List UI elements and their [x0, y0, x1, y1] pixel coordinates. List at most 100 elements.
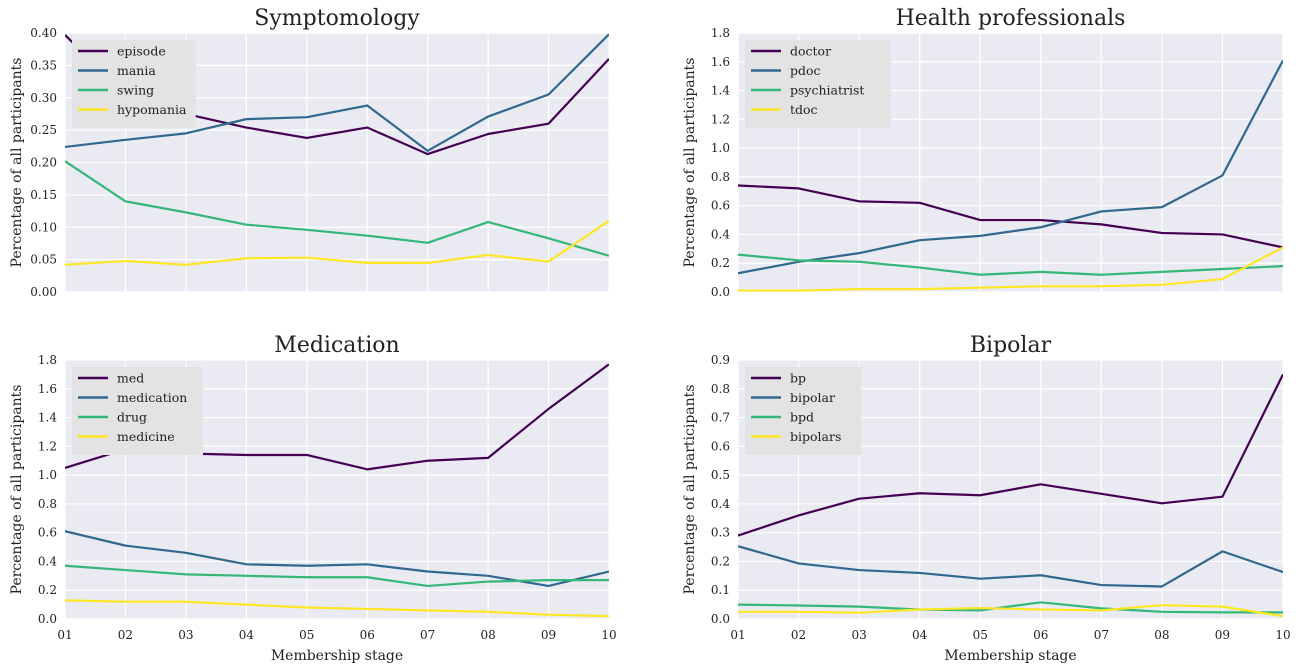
series-line-bipolars [738, 604, 1283, 618]
y-tick-label: 1.4 [38, 411, 57, 425]
legend-label: psychiatrist [790, 83, 864, 98]
y-tick-label: 0.8 [711, 170, 730, 184]
y-tick-label: 1.6 [711, 55, 730, 69]
y-tick-label: 0.0 [711, 612, 730, 626]
series-line-mania [65, 33, 609, 152]
y-tick-label: 1.2 [38, 439, 57, 453]
legend-label: pdoc [790, 63, 821, 78]
x-tick-label: 10 [601, 628, 616, 642]
series-line-bp [738, 373, 1283, 537]
y-tick-label: 0.2 [711, 554, 730, 568]
series-line-tdoc [738, 246, 1283, 292]
x-tick-label: 07 [420, 628, 435, 642]
chart-panel-3: 0.0 0.1 0.2 0.3 0.4 0.5 0.6 0.7 0.8 0.9 01 02 03 04 05… [682, 333, 1291, 664]
y-tick-label: 1.6 [38, 382, 57, 396]
y-tick-label: 0.2 [38, 583, 57, 597]
series-line-pdoc [738, 59, 1283, 275]
y-tick-label: 0.4 [711, 497, 730, 511]
legend-label: medicine [117, 429, 175, 444]
legend-label: bipolar [790, 390, 835, 405]
legend-box [745, 40, 891, 128]
x-tick-label: 07 [1094, 628, 1109, 642]
x-tick-label: 04 [239, 628, 255, 642]
x-tick-label: 02 [791, 628, 806, 642]
chart-title: Bipolar [970, 333, 1052, 358]
chart-title: Symptomology [254, 6, 420, 31]
y-tick-label: 0.5 [711, 468, 730, 482]
legend-label: hypomania [117, 102, 187, 117]
y-tick-label: 1.8 [38, 353, 57, 367]
y-tick-label: 0.6 [38, 526, 57, 540]
x-tick-label: 01 [730, 628, 745, 642]
x-tick-label: 08 [1154, 628, 1169, 642]
x-tick-label: 01 [57, 628, 72, 642]
x-tick-label: 06 [360, 628, 375, 642]
legend-label: bp [790, 371, 806, 386]
y-tick-label: 0.25 [30, 123, 57, 137]
series-line-medicine [65, 599, 609, 618]
x-tick-label: 05 [299, 628, 314, 642]
x-axis-label: Membership stage [271, 648, 403, 664]
y-tick-label: 0.0 [38, 612, 57, 626]
series-group [738, 373, 1283, 618]
legend-label: medication [117, 390, 187, 405]
x-tick-label: 10 [1275, 628, 1290, 642]
series-line-drug [65, 564, 609, 588]
x-tick-label: 08 [480, 628, 495, 642]
legend-label: tdoc [790, 102, 818, 117]
chart-title: Medication [274, 333, 399, 358]
chart-title: Health professionals [896, 6, 1126, 31]
x-tick-label: 03 [178, 628, 193, 642]
y-tick-label: 0.35 [30, 58, 57, 72]
y-tick-label: 1.2 [711, 112, 730, 126]
x-tick-label: 06 [1033, 628, 1048, 642]
x-tick-label: 02 [118, 628, 133, 642]
y-tick-label: 0.00 [30, 285, 57, 299]
series-line-hypomania [65, 219, 609, 266]
legend: doctor pdoc psychiatrist tdoc [745, 40, 891, 128]
y-tick-label: 0.4 [711, 227, 730, 241]
x-tick-label: 03 [851, 628, 866, 642]
chart-panel-1: 0.0 0.2 0.4 0.6 0.8 1.0 1.2 1.4 1.6 1.8 Health pro… [682, 6, 1284, 299]
legend-label: swing [117, 83, 154, 98]
chart-panel-2: 0.0 0.2 0.4 0.6 0.8 1.0 1.2 1.4 1.6 1.8 01 02 03 04 05… [9, 333, 617, 664]
series-line-psychiatrist [738, 253, 1283, 276]
y-tick-label: 0.30 [30, 91, 57, 105]
series-line-bpd [738, 601, 1283, 614]
x-tick-label: 09 [1215, 628, 1230, 642]
y-axis-label: Percentage of all participants [682, 385, 698, 595]
series-line-doctor [738, 184, 1283, 249]
y-tick-label: 0.15 [30, 188, 57, 202]
legend: episode mania swing hypomania [72, 40, 196, 128]
x-axis-label: Membership stage [944, 648, 1076, 664]
y-tick-label: 1.0 [38, 468, 57, 482]
legend-box [72, 40, 196, 128]
y-tick-label: 0.40 [30, 26, 57, 40]
series-group [65, 33, 609, 266]
y-tick-label: 0.8 [711, 382, 730, 396]
y-tick-label: 0.9 [711, 353, 730, 367]
y-tick-label: 0.6 [711, 439, 730, 453]
chart-panel-0: 0.00 0.05 0.10 0.15 0.20 0.25 0.30 0.35 0.40 Symp… [9, 6, 610, 299]
y-tick-label: 0.20 [30, 156, 57, 170]
y-axis-label: Percentage of all participants [682, 58, 698, 268]
legend-label: bipolars [790, 429, 841, 444]
x-tick-label: 09 [541, 628, 556, 642]
y-tick-label: 1.8 [711, 26, 730, 40]
y-tick-label: 0.1 [711, 583, 730, 597]
y-tick-label: 0.8 [38, 497, 57, 511]
legend-label: mania [117, 63, 156, 78]
y-tick-label: 0.10 [30, 220, 57, 234]
series-group [738, 59, 1283, 292]
series-group [65, 363, 609, 618]
series-line-bipolar [738, 545, 1283, 588]
y-tick-label: 0.2 [711, 256, 730, 270]
y-tick-label: 1.0 [711, 141, 730, 155]
y-tick-label: 0.3 [711, 526, 730, 540]
y-axis-label: Percentage of all participants [9, 58, 25, 268]
y-tick-label: 0.6 [711, 199, 730, 213]
legend: med medication drug medicine [72, 367, 203, 455]
x-tick-label: 04 [912, 628, 928, 642]
y-axis-label: Percentage of all participants [9, 385, 25, 595]
